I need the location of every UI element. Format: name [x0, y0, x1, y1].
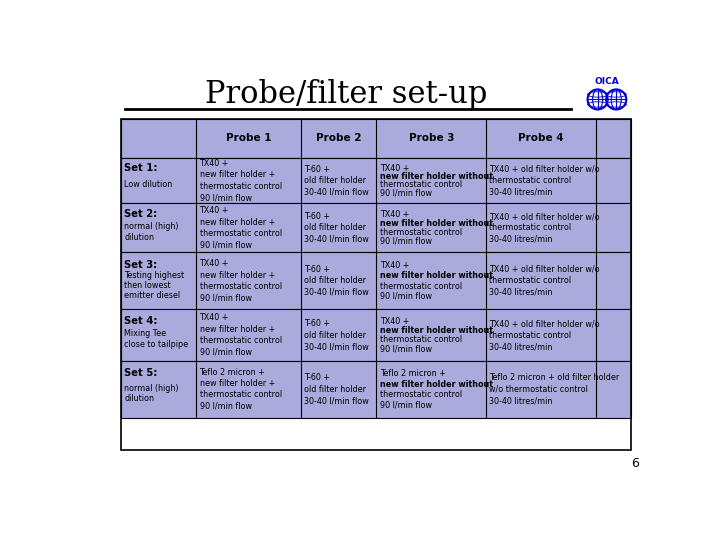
- Text: Set 2:: Set 2:: [124, 209, 158, 219]
- Text: 6: 6: [631, 457, 639, 470]
- Text: Probe 2: Probe 2: [316, 133, 361, 143]
- Text: TX40 +
new filter holder +
thermostatic control
90 l/min flow: TX40 + new filter holder + thermostatic …: [199, 313, 282, 357]
- Text: new filter holder without: new filter holder without: [379, 326, 492, 335]
- Text: Low dilution: Low dilution: [124, 180, 172, 189]
- Text: thermostatic control: thermostatic control: [379, 335, 462, 344]
- Text: thermostatic control: thermostatic control: [379, 390, 462, 399]
- Text: TX40 +: TX40 +: [379, 164, 409, 173]
- Bar: [121, 253, 631, 309]
- Text: Teflo 2 micron +: Teflo 2 micron +: [379, 369, 446, 379]
- Text: normal (high)
dilution: normal (high) dilution: [124, 222, 179, 241]
- Text: 90 l/min flow: 90 l/min flow: [379, 188, 431, 198]
- Bar: [121, 361, 631, 417]
- Text: new filter holder without: new filter holder without: [379, 271, 492, 280]
- Text: normal (high)
dilution: normal (high) dilution: [124, 384, 179, 403]
- Text: Probe 1: Probe 1: [226, 133, 271, 143]
- Text: TX40 +: TX40 +: [379, 261, 409, 270]
- Text: Set 5:: Set 5:: [124, 368, 158, 378]
- Text: T-60 +
old filter holder
30-40 l/min flow: T-60 + old filter holder 30-40 l/min flo…: [304, 212, 369, 244]
- Text: thermostatic control: thermostatic control: [379, 180, 462, 189]
- Text: T-60 +
old filter holder
30-40 l/min flow: T-60 + old filter holder 30-40 l/min flo…: [304, 165, 369, 197]
- Text: Teflo 2 micron + old filter holder
w/o thermostatic control
30-40 litres/min: Teflo 2 micron + old filter holder w/o t…: [489, 373, 619, 405]
- Text: TX40 + old filter holder w/o
thermostatic control
30-40 litres/min: TX40 + old filter holder w/o thermostati…: [489, 212, 600, 244]
- Text: T-60 +
old filter holder
30-40 l/min flow: T-60 + old filter holder 30-40 l/min flo…: [304, 319, 369, 351]
- Text: 90 l/min flow: 90 l/min flow: [379, 345, 431, 354]
- Text: Probe 4: Probe 4: [518, 133, 564, 143]
- Text: thermostatic control: thermostatic control: [379, 228, 462, 237]
- Bar: [121, 309, 631, 361]
- Bar: [121, 158, 631, 204]
- Text: T-60 +
old filter holder
30-40 l/min flow: T-60 + old filter holder 30-40 l/min flo…: [304, 265, 369, 297]
- Text: Probe 3: Probe 3: [408, 133, 454, 143]
- Text: Set 1:: Set 1:: [124, 163, 158, 173]
- Bar: [121, 119, 631, 450]
- Text: TX40 +
new filter holder +
thermostatic control
90 l/min flow: TX40 + new filter holder + thermostatic …: [199, 206, 282, 249]
- Text: TX40 + old filter holder w/o
thermostatic control
30-40 litres/min: TX40 + old filter holder w/o thermostati…: [489, 265, 600, 297]
- Text: TX40 + old filter holder w/o
thermostatic control
30-40 litres/min: TX40 + old filter holder w/o thermostati…: [489, 319, 600, 351]
- Text: TX40 +: TX40 +: [379, 210, 409, 219]
- Text: new filter holder without: new filter holder without: [379, 172, 492, 181]
- Text: T-60 +
old filter holder
30-40 l/min flow: T-60 + old filter holder 30-40 l/min flo…: [304, 373, 369, 405]
- Text: new filter holder without: new filter holder without: [379, 380, 492, 389]
- Text: Teflo 2 micron +
new filter holder +
thermostatic control
90 l/min flow: Teflo 2 micron + new filter holder + the…: [199, 368, 282, 411]
- Text: Probe/filter set-up: Probe/filter set-up: [204, 78, 487, 110]
- Text: Mixing Tee
close to tailpipe: Mixing Tee close to tailpipe: [124, 329, 188, 349]
- Text: OICA: OICA: [595, 77, 619, 86]
- Text: TX40 +: TX40 +: [379, 317, 409, 326]
- Bar: [121, 119, 631, 158]
- Text: TX40 +
new filter holder +
thermostatic control
90 l/min flow: TX40 + new filter holder + thermostatic …: [199, 159, 282, 202]
- Text: new filter holder without: new filter holder without: [379, 219, 492, 228]
- Text: TX40 + old filter holder w/o
thermostatic control
30-40 litres/min: TX40 + old filter holder w/o thermostati…: [489, 165, 600, 197]
- Text: thermostatic control: thermostatic control: [379, 281, 462, 291]
- Text: 90 l/min flow: 90 l/min flow: [379, 292, 431, 301]
- Text: Set 4:: Set 4:: [124, 316, 158, 326]
- Text: TX40 +
new filter holder +
thermostatic control
90 l/min flow: TX40 + new filter holder + thermostatic …: [199, 259, 282, 302]
- Text: 90 l/min flow: 90 l/min flow: [379, 400, 431, 409]
- Bar: [121, 204, 631, 253]
- Text: Set 3:: Set 3:: [124, 260, 158, 270]
- Text: 90 l/min flow: 90 l/min flow: [379, 237, 431, 246]
- Text: Testing highest
then lowest
emitter diesel: Testing highest then lowest emitter dies…: [124, 271, 184, 300]
